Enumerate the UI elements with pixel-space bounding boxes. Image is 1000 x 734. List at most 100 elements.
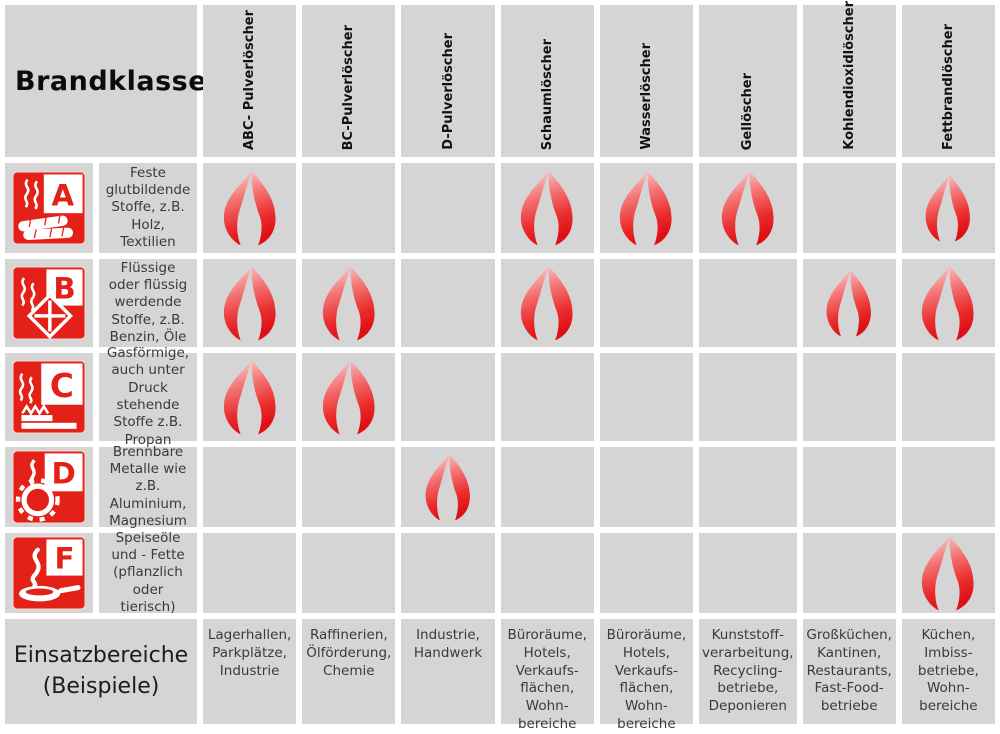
usage-examples-wasserloescher: Büroräume, Hotels, Verkaufs-flächen, Woh… [599, 619, 694, 732]
column-header-fettbrandloescher: Fettbrandlöscher [901, 5, 995, 157]
fire-class-a-pictogram-cell: A [5, 163, 93, 253]
suitability-cell [302, 259, 396, 347]
svg-text:C: C [50, 367, 74, 405]
suitability-cell [500, 163, 594, 253]
suitability-cell [401, 353, 495, 441]
suitability-cell [203, 353, 297, 441]
fire-class-b-icon: B [12, 266, 86, 340]
suitability-cell [401, 533, 495, 613]
suitability-cell [203, 533, 297, 613]
column-header-wasserloescher: Wasserlöscher [599, 5, 694, 157]
suitability-cell [599, 353, 694, 441]
column-header-label: Wasserlöscher [638, 43, 654, 150]
flame-icon [322, 266, 375, 341]
fire-class-f-icon: F [12, 536, 86, 610]
flame-icon [721, 171, 774, 246]
flame-icon [223, 266, 276, 341]
suitability-cell [302, 533, 396, 613]
usage-examples-d-pulverloescher: Industrie, Handwerk [401, 619, 495, 724]
flame-icon [223, 360, 276, 435]
usage-examples-gelloescher: Kunststoff-verarbeitung, Recycling-betri… [699, 619, 797, 724]
suitability-cell [901, 533, 995, 613]
svg-text:D: D [51, 457, 75, 491]
fire-class-d-icon: D [12, 450, 86, 524]
suitability-cell [901, 447, 995, 527]
suitability-cell [599, 259, 694, 347]
column-header-label: BC-Pulverlöscher [341, 24, 357, 150]
flame-icon [925, 174, 971, 242]
column-header-label: Schaumlöscher [539, 38, 555, 150]
suitability-cell [802, 163, 896, 253]
suitability-cell [901, 259, 995, 347]
fire-class-b-description: Flüssige oder flüssig werdende Stoffe, z… [99, 259, 197, 347]
suitability-cell [699, 353, 797, 441]
suitability-cell [599, 533, 694, 613]
flame-icon [521, 171, 573, 246]
fire-class-c-description: Gasförmige, auch unter Druck stehende St… [99, 345, 197, 448]
suitability-cell [401, 447, 495, 527]
suitability-cell [500, 447, 594, 527]
suitability-cell [699, 447, 797, 527]
fire-class-d-description: Brennbare Metalle wie z.B. Aluminium, Ma… [99, 444, 197, 529]
column-header-label: D-Pulverlöscher [440, 33, 456, 150]
flame-icon [620, 171, 672, 246]
column-header-label: Fettbrandlöscher [940, 24, 956, 150]
footer-label: Einsatzbereiche (Beispiele) [5, 619, 197, 724]
flame-icon [322, 360, 375, 435]
suitability-cell [500, 353, 594, 441]
usage-examples-abc-pulverloescher: Lagerhallen, Parkplätze, Industrie [203, 619, 297, 724]
suitability-cell [802, 447, 896, 527]
suitability-cell [802, 259, 896, 347]
suitability-cell [802, 533, 896, 613]
suitability-cell [401, 163, 495, 253]
flame-icon [922, 536, 974, 611]
suitability-cell [699, 259, 797, 347]
column-header-label: ABC- Pulverlöscher [242, 10, 258, 150]
suitability-cell [302, 163, 396, 253]
column-header-bc-pulverloescher: BC-Pulverlöscher [302, 5, 396, 157]
svg-text:A: A [51, 178, 74, 212]
fire-class-c-pictogram-cell: C [5, 353, 93, 441]
suitability-cell [302, 353, 396, 441]
flame-icon [922, 266, 974, 341]
suitability-cell [599, 163, 694, 253]
flame-icon [425, 453, 470, 521]
fire-class-f-pictogram-cell: F [5, 533, 93, 613]
svg-text:F: F [54, 542, 74, 576]
page-title: Brandklassen [5, 5, 226, 157]
fire-class-b-pictogram-cell: B [5, 259, 93, 347]
column-header-kohlendioxidloescher: Kohlendioxidlöscher [802, 1, 896, 157]
column-header-abc-pulverloescher: ABC- Pulverlöscher [203, 5, 297, 157]
fire-class-d-pictogram-cell: D [5, 447, 93, 527]
suitability-cell [699, 533, 797, 613]
suitability-cell [599, 447, 694, 527]
fire-class-a-icon: A [12, 171, 86, 245]
usage-examples-schaumloescher: Büroräume, Hotels, Verkaufs-flächen, Woh… [500, 619, 594, 732]
suitability-cell [203, 259, 297, 347]
suitability-cell [901, 163, 995, 253]
suitability-cell [401, 259, 495, 347]
suitability-cell [901, 353, 995, 441]
column-header-schaumloescher: Schaumlöscher [500, 5, 594, 157]
usage-examples-fettbrandloescher: Küchen, Imbiss-betriebe, Wohn-bereiche [901, 619, 995, 724]
fire-class-f-description: Speiseöle und - Fette (pflanzlich oder t… [99, 530, 197, 615]
fire-class-a-description: Feste glutbildende Stoffe, z.B. Holz, Te… [99, 163, 197, 253]
fire-class-c-icon: C [12, 360, 86, 434]
suitability-cell [500, 259, 594, 347]
suitability-cell [500, 533, 594, 613]
suitability-cell [699, 163, 797, 253]
flame-icon [521, 266, 573, 341]
suitability-cell [203, 163, 297, 253]
usage-examples-kohlendioxidloescher: Großküchen, Kantinen, Restaurants, Fast-… [802, 619, 896, 724]
suitability-cell [802, 353, 896, 441]
column-header-d-pulverloescher: D-Pulverlöscher [401, 5, 495, 157]
suitability-cell [302, 447, 396, 527]
column-header-label: Kohlendioxidlöscher [841, 1, 857, 150]
flame-icon [826, 269, 872, 337]
column-header-label: Gellöscher [740, 72, 756, 150]
flame-icon [223, 171, 276, 246]
suitability-cell [203, 447, 297, 527]
usage-examples-bc-pulverloescher: Raffinerien, Ölförderung, Chemie [302, 619, 396, 724]
svg-text:B: B [53, 272, 75, 306]
